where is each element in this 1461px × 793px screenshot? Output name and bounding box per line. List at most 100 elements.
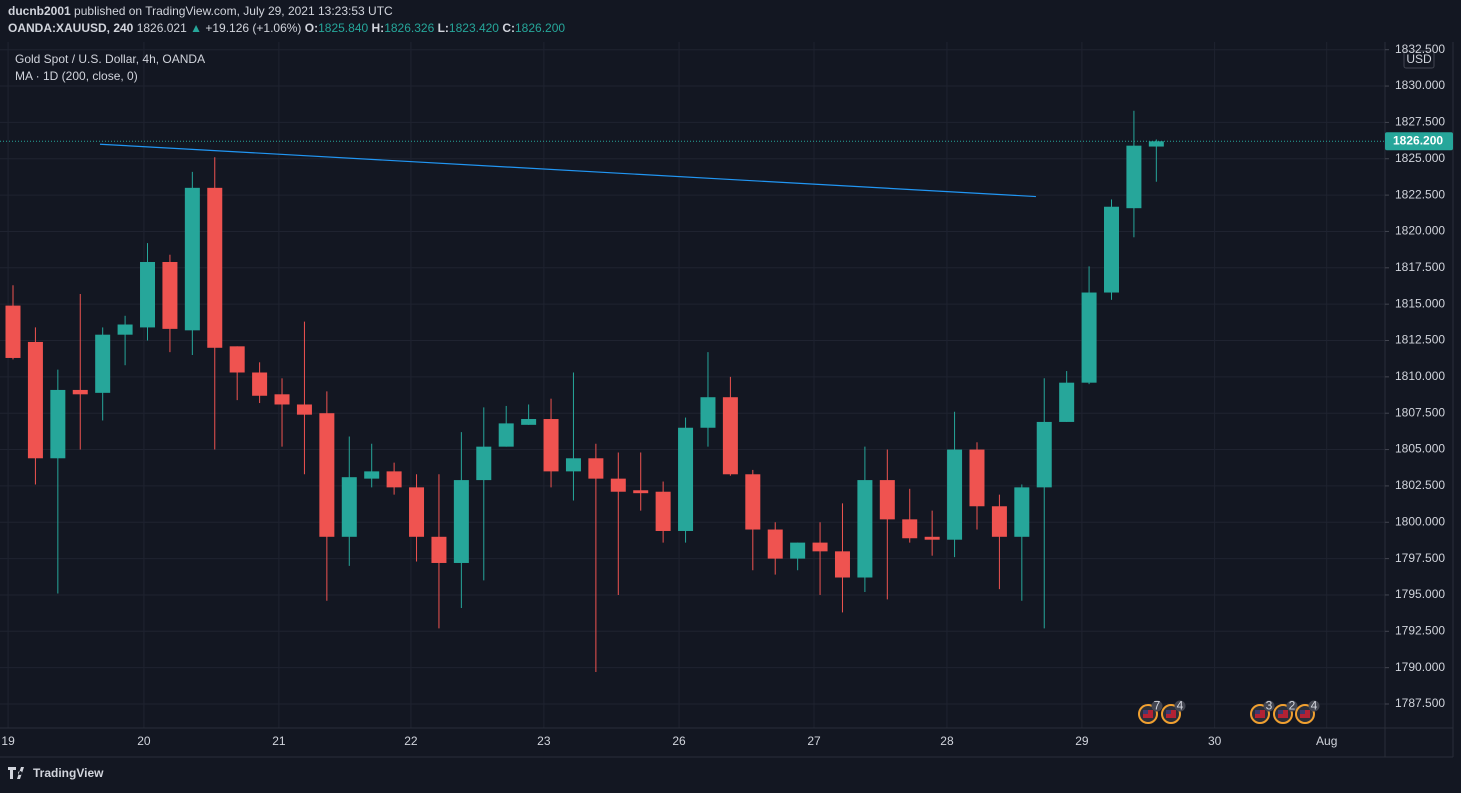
last-price-label: 1826.200: [1393, 133, 1443, 147]
candle-body: [1014, 487, 1030, 537]
candle-body: [722, 397, 738, 475]
brand-logo: TradingView: [8, 766, 104, 780]
y-tick-label: 1827.500: [1395, 115, 1445, 129]
event-count-bg: [1174, 700, 1186, 712]
change: +19.126 (+1.06%): [205, 21, 301, 35]
candle-body: [633, 490, 649, 494]
candle-body: [902, 519, 918, 539]
candle-body: [252, 372, 268, 396]
event-count: 2: [1289, 699, 1296, 713]
candle-body: [1126, 145, 1142, 209]
o-label: O:: [305, 21, 318, 35]
candle-body: [364, 471, 380, 479]
candle-body: [162, 261, 178, 329]
x-tick-label: 23: [537, 734, 551, 748]
event-count: 7: [1154, 699, 1161, 713]
candle-body: [1103, 206, 1119, 293]
candle-body: [229, 346, 245, 373]
x-tick-label: 30: [1208, 734, 1222, 748]
candle-body: [521, 419, 537, 425]
symbol: OANDA:XAUUSD, 240: [8, 21, 134, 35]
candle-body: [767, 529, 783, 559]
logo-icon: [8, 767, 24, 779]
event-flag-canton: [1300, 710, 1305, 714]
grid: [0, 42, 1385, 728]
candle-body: [565, 458, 581, 472]
y-tick-label: 1815.000: [1395, 296, 1445, 310]
candle-body: [1059, 382, 1075, 422]
candle-body: [207, 187, 223, 348]
candle-body: [991, 506, 1007, 537]
price: 1826.021: [137, 21, 187, 35]
l-value: 1823.420: [449, 21, 499, 35]
y-tick-label: 1792.500: [1395, 623, 1445, 637]
event-flag-canton: [1278, 710, 1283, 714]
event-flag-canton: [1166, 710, 1171, 714]
candle-body: [274, 394, 290, 405]
candle-body: [1036, 421, 1052, 488]
candle-body: [947, 449, 963, 540]
event-count-bg: [1151, 700, 1163, 712]
c-label: C:: [502, 21, 515, 35]
event-flag-canton: [1255, 710, 1260, 714]
candle-body: [72, 389, 88, 395]
y-tick-label: 1820.000: [1395, 224, 1445, 238]
candle-body: [319, 413, 335, 537]
event-count: 4: [1177, 699, 1184, 713]
candle-body: [296, 404, 312, 415]
event-count-bg: [1308, 700, 1320, 712]
candle-body: [140, 261, 156, 328]
x-tick-label: 22: [404, 734, 418, 748]
x-tick-label: 26: [672, 734, 686, 748]
x-tick-label: 19: [1, 734, 15, 748]
candle-body: [453, 480, 469, 563]
event-count-bg: [1263, 700, 1275, 712]
x-tick-label: 21: [272, 734, 286, 748]
y-tick-label: 1817.500: [1395, 260, 1445, 274]
candle-body: [745, 474, 761, 530]
y-tick-label: 1807.500: [1395, 405, 1445, 419]
candle-body: [117, 324, 133, 335]
event-flag-canton: [1143, 710, 1148, 714]
chart-title: Gold Spot / U.S. Dollar, 4h, OANDA: [15, 52, 205, 66]
y-tick-label: 1832.500: [1395, 42, 1445, 56]
published: published on TradingView.com, July 29, 2…: [74, 4, 393, 18]
y-tick-label: 1787.500: [1395, 696, 1445, 710]
x-tick-label: 20: [137, 734, 151, 748]
ma-line: [99, 143, 1036, 198]
y-tick-label: 1822.500: [1395, 187, 1445, 201]
h-label: H:: [372, 21, 385, 35]
candle-body: [5, 305, 21, 358]
y-tick-label: 1825.000: [1395, 151, 1445, 165]
candle-body: [543, 419, 559, 472]
arrow: ▲: [190, 21, 202, 35]
candle-body: [50, 389, 66, 459]
event-count-bg: [1286, 700, 1298, 712]
candle-body: [588, 458, 604, 479]
candle-body: [498, 423, 514, 447]
x-tick-label: Aug: [1316, 734, 1337, 748]
header-line-1: ducnb2001 published on TradingView.com, …: [8, 4, 393, 18]
y-tick-label: 1812.500: [1395, 333, 1445, 347]
h-value: 1826.326: [384, 21, 434, 35]
candle-body: [834, 551, 850, 578]
brand: TradingView: [33, 766, 104, 780]
candle-body: [27, 341, 43, 459]
event-count: 3: [1266, 699, 1273, 713]
currency-box: [1403, 50, 1435, 69]
candle-body: [431, 536, 447, 563]
candle-body: [879, 480, 895, 520]
x-tick-label: 28: [940, 734, 954, 748]
candle-body: [610, 478, 626, 492]
candle-body: [857, 480, 873, 578]
y-tick-label: 1802.500: [1395, 478, 1445, 492]
y-tick-label: 1810.000: [1395, 369, 1445, 383]
candle-body: [476, 446, 492, 481]
y-tick-label: 1795.000: [1395, 587, 1445, 601]
candle-body: [812, 542, 828, 552]
y-tick-label: 1830.000: [1395, 78, 1445, 92]
currency: USD: [1406, 52, 1432, 66]
candle-body: [409, 487, 425, 537]
